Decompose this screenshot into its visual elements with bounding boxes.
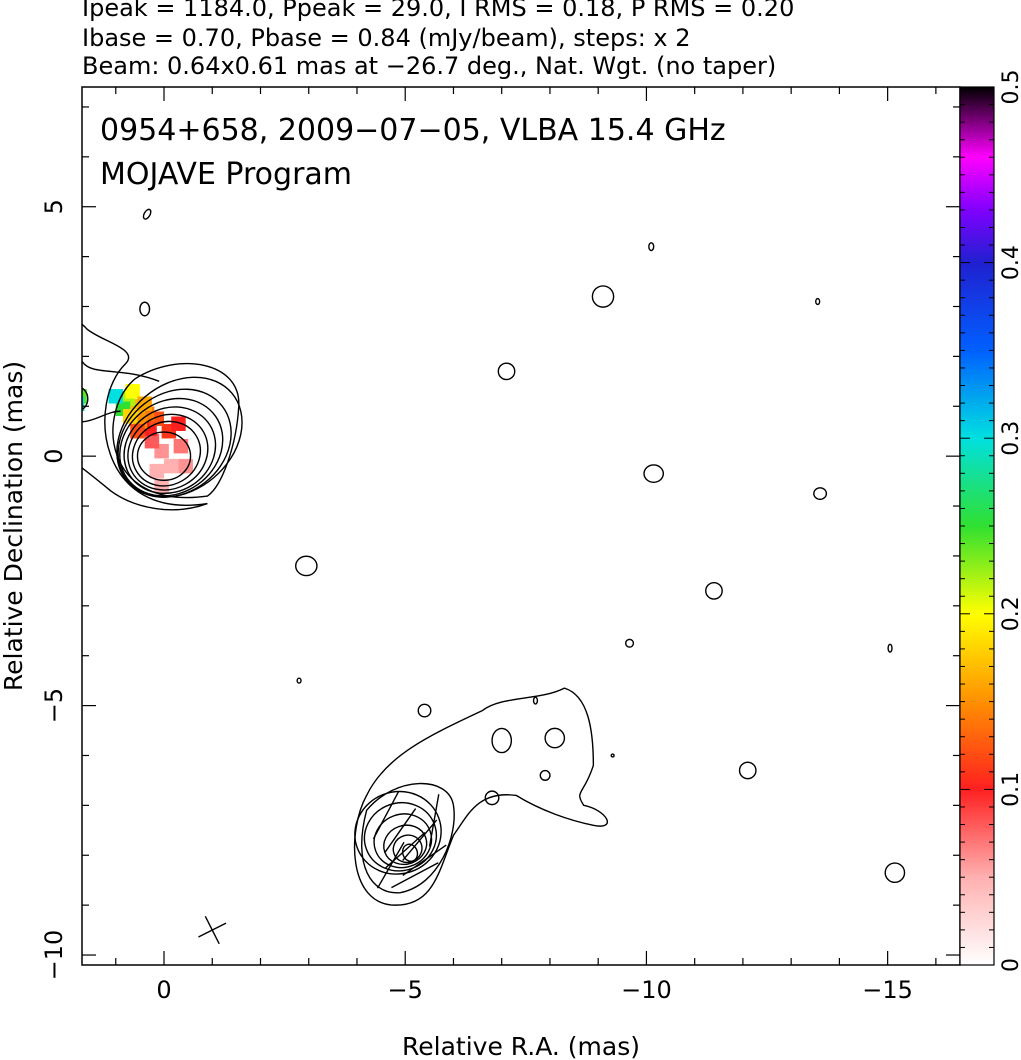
core-contour bbox=[112, 362, 240, 499]
header-line-2: Ibase = 0.70, Pbase = 0.84 (mJy/beam), s… bbox=[82, 24, 691, 52]
y-tick-label: −10 bbox=[40, 930, 68, 981]
pol-pixel bbox=[144, 433, 160, 449]
noise-contour bbox=[815, 297, 821, 306]
noise-contour bbox=[738, 761, 757, 780]
noise-contour bbox=[497, 362, 516, 381]
noise-contour bbox=[705, 581, 723, 600]
y-tick-label: 5 bbox=[40, 199, 68, 214]
pol-pixel bbox=[5, 337, 19, 351]
colorbar-tick-label: 0.5 bbox=[999, 70, 1021, 105]
pol-pixel bbox=[63, 339, 77, 353]
colorbar-tick-label: 0 bbox=[999, 958, 1021, 972]
core-contour bbox=[136, 431, 192, 481]
noise-contour bbox=[32, 296, 36, 303]
y-axis-label: Relative Declination (mas) bbox=[0, 361, 28, 691]
pol-pixel bbox=[173, 438, 189, 454]
noise-contour bbox=[295, 555, 318, 577]
pol-pixel bbox=[55, 327, 69, 341]
colorbar-tick-label: 0.3 bbox=[999, 421, 1021, 456]
y-tick-label: 0 bbox=[40, 449, 68, 464]
evpa-vector bbox=[376, 841, 405, 889]
core-contour bbox=[131, 420, 202, 487]
noise-contour bbox=[142, 208, 152, 220]
x-tick-label: −10 bbox=[621, 976, 672, 1004]
noise-contour bbox=[643, 464, 665, 484]
jet-knot-contour bbox=[0, 328, 17, 345]
pol-pixel bbox=[149, 463, 165, 479]
pol-pixel bbox=[82, 396, 85, 412]
secondary-contour bbox=[392, 834, 423, 864]
colorbar-tick-label: 0.2 bbox=[999, 596, 1021, 631]
header-line-1: Ipeak = 1184.0, Ppeak = 29.0, I RMS = 0.… bbox=[82, 0, 795, 22]
core-contour bbox=[119, 397, 224, 497]
pol-pixel bbox=[178, 458, 193, 474]
noise-contour bbox=[813, 487, 828, 501]
x-tick-label: −15 bbox=[862, 976, 913, 1004]
pol-pixel bbox=[164, 458, 179, 474]
jet-outer-contour bbox=[82, 323, 208, 511]
pol-pixel bbox=[58, 332, 72, 346]
secondary-outer-contour bbox=[353, 687, 608, 906]
evpa-vector bbox=[384, 808, 417, 853]
jet-inner-contour bbox=[82, 360, 160, 423]
core-contour bbox=[127, 413, 209, 491]
evpa-vector bbox=[391, 862, 439, 889]
secondary-contour bbox=[383, 824, 428, 866]
noise-contour bbox=[610, 753, 615, 758]
pol-pixel bbox=[125, 384, 140, 399]
pol-pixel bbox=[10, 339, 24, 353]
header-line-3: Beam: 0.64x0.61 mas at −26.7 deg., Nat. … bbox=[82, 52, 777, 80]
noise-contour bbox=[624, 638, 635, 648]
secondary-knot-contour bbox=[491, 727, 513, 754]
noise-contour bbox=[296, 677, 302, 684]
noise-contour bbox=[532, 696, 539, 705]
pol-pixel bbox=[171, 416, 186, 431]
secondary-contour bbox=[373, 813, 433, 869]
colorbar bbox=[959, 86, 995, 966]
secondary-knot-contour bbox=[539, 769, 551, 781]
secondary-knot-contour bbox=[484, 790, 500, 806]
colorbar-tick-label: 0.4 bbox=[999, 245, 1021, 280]
pol-pixel bbox=[82, 389, 87, 404]
plot-frame bbox=[81, 86, 961, 966]
x-axis-label: Relative R.A. (mas) bbox=[402, 1032, 640, 1060]
beam-marker bbox=[204, 915, 220, 945]
evpa-vector bbox=[372, 791, 399, 840]
evpa-vector bbox=[428, 794, 440, 847]
chart-subtitle: MOJAVE Program bbox=[100, 157, 352, 192]
jet-knot-contour bbox=[82, 387, 89, 411]
secondary-contour bbox=[361, 782, 455, 894]
noise-contour bbox=[648, 242, 655, 252]
noise-contour bbox=[884, 862, 906, 884]
noise-contour bbox=[417, 703, 432, 718]
x-tick-label: −5 bbox=[388, 976, 423, 1004]
y-tick-label: −5 bbox=[40, 688, 68, 723]
x-tick-label: 0 bbox=[156, 976, 171, 1004]
evpa-vector bbox=[402, 819, 438, 862]
secondary-knot-contour bbox=[544, 727, 566, 749]
noise-contour bbox=[139, 301, 151, 317]
chart-title: 0954+658, 2009−07−05, VLBA 15.4 GHz bbox=[100, 113, 726, 148]
core-contour bbox=[123, 406, 217, 495]
pol-pixel bbox=[0, 327, 12, 341]
noise-contour bbox=[591, 285, 615, 308]
evpa-vector bbox=[402, 844, 447, 877]
noise-contour bbox=[887, 643, 893, 653]
colorbar-tick-label: 0.1 bbox=[999, 772, 1021, 807]
pol-pixel bbox=[51, 337, 65, 351]
